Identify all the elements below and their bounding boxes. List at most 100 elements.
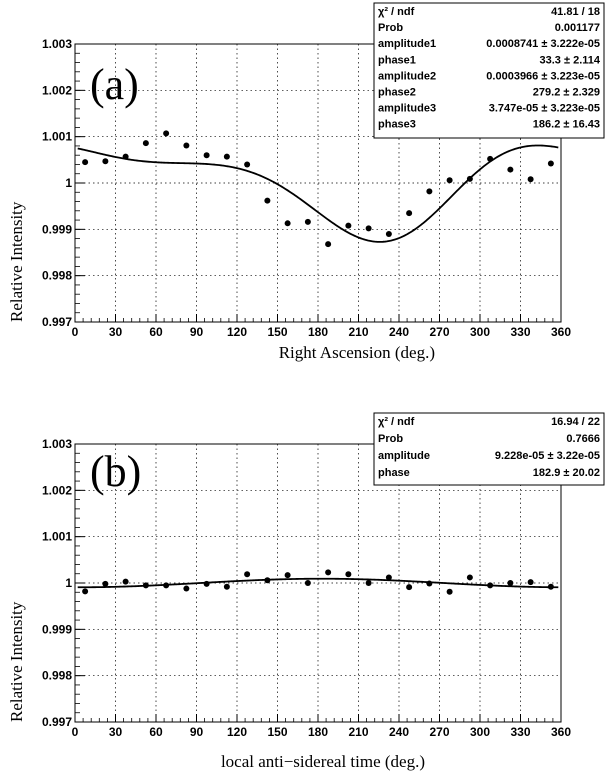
data-point — [547, 583, 554, 590]
data-point — [264, 577, 271, 584]
y-tick-label: 1.001 — [42, 530, 72, 544]
stats-box-frame — [373, 2, 605, 139]
y-tick-label: 1.001 — [42, 130, 72, 144]
data-point — [142, 582, 149, 589]
data-point — [446, 177, 453, 184]
stats-value: 0.7666 — [566, 433, 600, 445]
stats-key: amplitude — [378, 450, 430, 462]
stats-value: 186.2 ± 16.43 — [533, 119, 600, 131]
stats-value: 182.9 ± 20.02 — [533, 467, 600, 479]
data-point — [244, 161, 251, 168]
data-point — [102, 580, 109, 587]
x-tick-label: 60 — [149, 725, 163, 739]
data-point — [122, 578, 129, 585]
stats-key: χ² / ndf — [378, 6, 415, 18]
stats-key: χ² / ndf — [378, 416, 415, 428]
data-point — [284, 572, 291, 579]
stats-key: phase — [378, 467, 410, 479]
stats-value: 0.0003966 ± 3.223e-05 — [486, 70, 600, 82]
data-point — [365, 580, 372, 586]
x-tick-label: 90 — [190, 725, 204, 739]
data-point — [385, 230, 392, 237]
stats-key: amplitude1 — [378, 38, 436, 50]
data-point — [426, 580, 433, 587]
data-point — [466, 175, 473, 182]
y-tick-label: 1 — [65, 176, 72, 190]
stats-key: phase2 — [378, 87, 416, 99]
x-tick-label: 240 — [389, 725, 409, 739]
data-point — [284, 220, 291, 227]
x-tick-label: 120 — [227, 725, 247, 739]
stats-value: 41.81 / 18 — [551, 6, 600, 18]
fit-line — [77, 577, 559, 589]
data-point — [223, 153, 230, 160]
data-point — [264, 197, 271, 204]
x-tick-label: 180 — [308, 325, 328, 339]
y-tick-label: 1 — [65, 576, 72, 590]
stats-box: χ² / ndf 16.94 / 22 Prob 0.7666 amplitude 9.2… — [373, 412, 605, 486]
x-tick-label: 270 — [429, 725, 449, 739]
y-tick-label: 0.999 — [42, 622, 72, 636]
data-point — [304, 580, 311, 586]
y-tick-label: 0.997 — [42, 315, 72, 329]
stats-key: phase1 — [378, 54, 416, 66]
x-tick-label: 240 — [389, 325, 409, 339]
stats-value: 0.001177 — [555, 22, 600, 34]
x-tick-label: 150 — [267, 325, 287, 339]
y-axis-label: Relative Intensity — [7, 201, 26, 322]
data-point — [183, 585, 190, 592]
data-point — [122, 153, 129, 160]
x-tick-label: 210 — [348, 325, 368, 339]
panel-a: 0 30 60 90 120 150 180 210 240 270 300 330 360 0.997 0… — [7, 2, 605, 362]
stats-value: 33.3 ± 2.114 — [540, 54, 601, 66]
data-point — [466, 574, 473, 581]
x-tick-label: 210 — [348, 725, 368, 739]
x-tick-label: 300 — [470, 325, 490, 339]
data-point — [527, 579, 534, 586]
axis-ticks: 0 30 60 90 120 150 180 210 240 270 300 330 360 0.997 0… — [42, 437, 571, 739]
x-tick-label: 90 — [190, 325, 204, 339]
y-tick-label: 1.002 — [42, 483, 72, 497]
stats-value: 3.747e-05 ± 3.223e-05 — [489, 103, 600, 115]
y-tick-label: 0.999 — [42, 222, 72, 236]
data-point — [507, 580, 514, 586]
x-tick-label: 300 — [470, 725, 490, 739]
data-point — [82, 159, 89, 166]
x-tick-label: 0 — [72, 725, 79, 739]
data-point — [163, 582, 170, 589]
data-point — [203, 580, 210, 587]
data-point — [487, 582, 494, 589]
y-tick-label: 0.998 — [42, 269, 72, 283]
stats-key: Prob — [378, 433, 403, 445]
data-point — [325, 569, 332, 576]
data-point — [325, 241, 332, 248]
data-points — [82, 569, 554, 595]
data-point — [385, 574, 392, 581]
data-point — [547, 160, 554, 167]
data-point — [82, 588, 89, 595]
x-tick-label: 330 — [510, 325, 530, 339]
data-point — [527, 176, 534, 183]
fit-curve — [77, 577, 559, 589]
stats-key: Prob — [378, 22, 403, 34]
data-point — [446, 588, 453, 595]
data-point — [406, 584, 413, 591]
stats-box-frame — [373, 412, 605, 486]
data-point — [507, 166, 514, 173]
y-tick-label: 0.997 — [42, 715, 72, 729]
data-point — [183, 142, 190, 149]
x-tick-label: 360 — [551, 725, 571, 739]
data-point — [426, 188, 433, 195]
data-point — [244, 571, 251, 578]
y-tick-label: 1.003 — [42, 37, 72, 51]
y-tick-label: 1.003 — [42, 437, 72, 451]
x-tick-label: 330 — [510, 725, 530, 739]
panel-label: (a) — [90, 60, 139, 109]
stats-value: 0.0008741 ± 3.222e-05 — [486, 38, 600, 50]
x-tick-label: 30 — [109, 325, 123, 339]
x-tick-label: 30 — [109, 725, 123, 739]
data-points — [82, 130, 554, 248]
fit-curve — [77, 144, 559, 243]
x-tick-label: 120 — [227, 325, 247, 339]
panel-label: (b) — [90, 447, 141, 496]
